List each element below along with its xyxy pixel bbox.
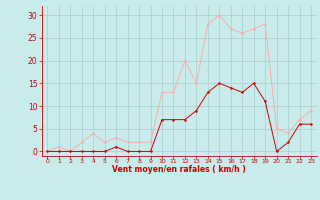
X-axis label: Vent moyen/en rafales ( km/h ): Vent moyen/en rafales ( km/h ) (112, 165, 246, 174)
